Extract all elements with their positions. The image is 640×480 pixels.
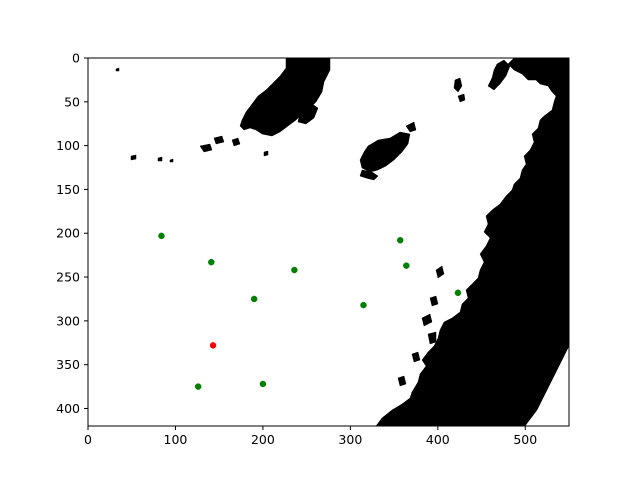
x-tick-label: 500	[513, 432, 537, 447]
green-point	[259, 380, 267, 388]
eastern-landmass	[375, 58, 569, 426]
northeast-coast-strip	[487, 59, 511, 91]
y-axis: 0 50 100 150 200 250 300 350 400	[56, 51, 88, 416]
y-tick-label: 350	[56, 357, 80, 372]
y-tick-label: 50	[64, 94, 80, 109]
y-tick-label: 300	[56, 313, 80, 328]
plot-area	[88, 58, 569, 426]
west-islet-e	[157, 156, 163, 162]
peninsula-spur	[297, 103, 319, 125]
central-island-tail	[359, 169, 379, 181]
x-tick-label: 100	[164, 432, 188, 447]
green-point	[360, 301, 367, 309]
y-tick-label: 200	[56, 226, 80, 241]
west-islet-d	[130, 154, 137, 161]
east-island-e	[421, 313, 433, 327]
east-island-d	[429, 295, 439, 307]
green-point	[208, 258, 215, 266]
green-point	[403, 262, 410, 269]
y-tick-label: 150	[56, 182, 80, 197]
scatter-points	[158, 232, 462, 390]
east-island-i	[435, 265, 445, 279]
green-point	[454, 289, 462, 297]
green-point	[291, 266, 298, 274]
green-point	[250, 295, 258, 303]
y-tick-label: 0	[72, 51, 80, 66]
central-island	[359, 131, 411, 173]
x-axis: 0 100 200 300 400 500	[84, 426, 537, 447]
x-tick-label: 300	[338, 432, 362, 447]
x-tick-label: 400	[426, 432, 450, 447]
y-tick-label: 100	[56, 138, 80, 153]
east-island-a	[453, 77, 463, 93]
east-island-f	[427, 331, 437, 345]
west-islet-f	[263, 150, 269, 157]
green-point	[396, 236, 404, 244]
east-island-c	[405, 121, 417, 133]
y-tick-label: 250	[56, 270, 80, 285]
west-islet-h	[115, 67, 120, 72]
red-point	[209, 342, 217, 349]
east-island-g	[411, 351, 421, 363]
green-point	[158, 232, 165, 240]
northern-peninsula	[239, 58, 331, 137]
west-islet-g	[169, 158, 174, 163]
west-islet-a	[199, 143, 213, 153]
x-tick-label: 0	[84, 432, 92, 447]
y-tick-label: 400	[56, 401, 80, 416]
axes-frame	[87, 57, 570, 427]
west-islet-c	[231, 137, 241, 147]
east-island-b	[457, 93, 466, 103]
x-tick-label: 200	[251, 432, 275, 447]
land-mask	[115, 58, 569, 426]
east-island-h	[397, 375, 407, 387]
green-point	[194, 383, 202, 390]
west-islet-b	[213, 135, 225, 145]
